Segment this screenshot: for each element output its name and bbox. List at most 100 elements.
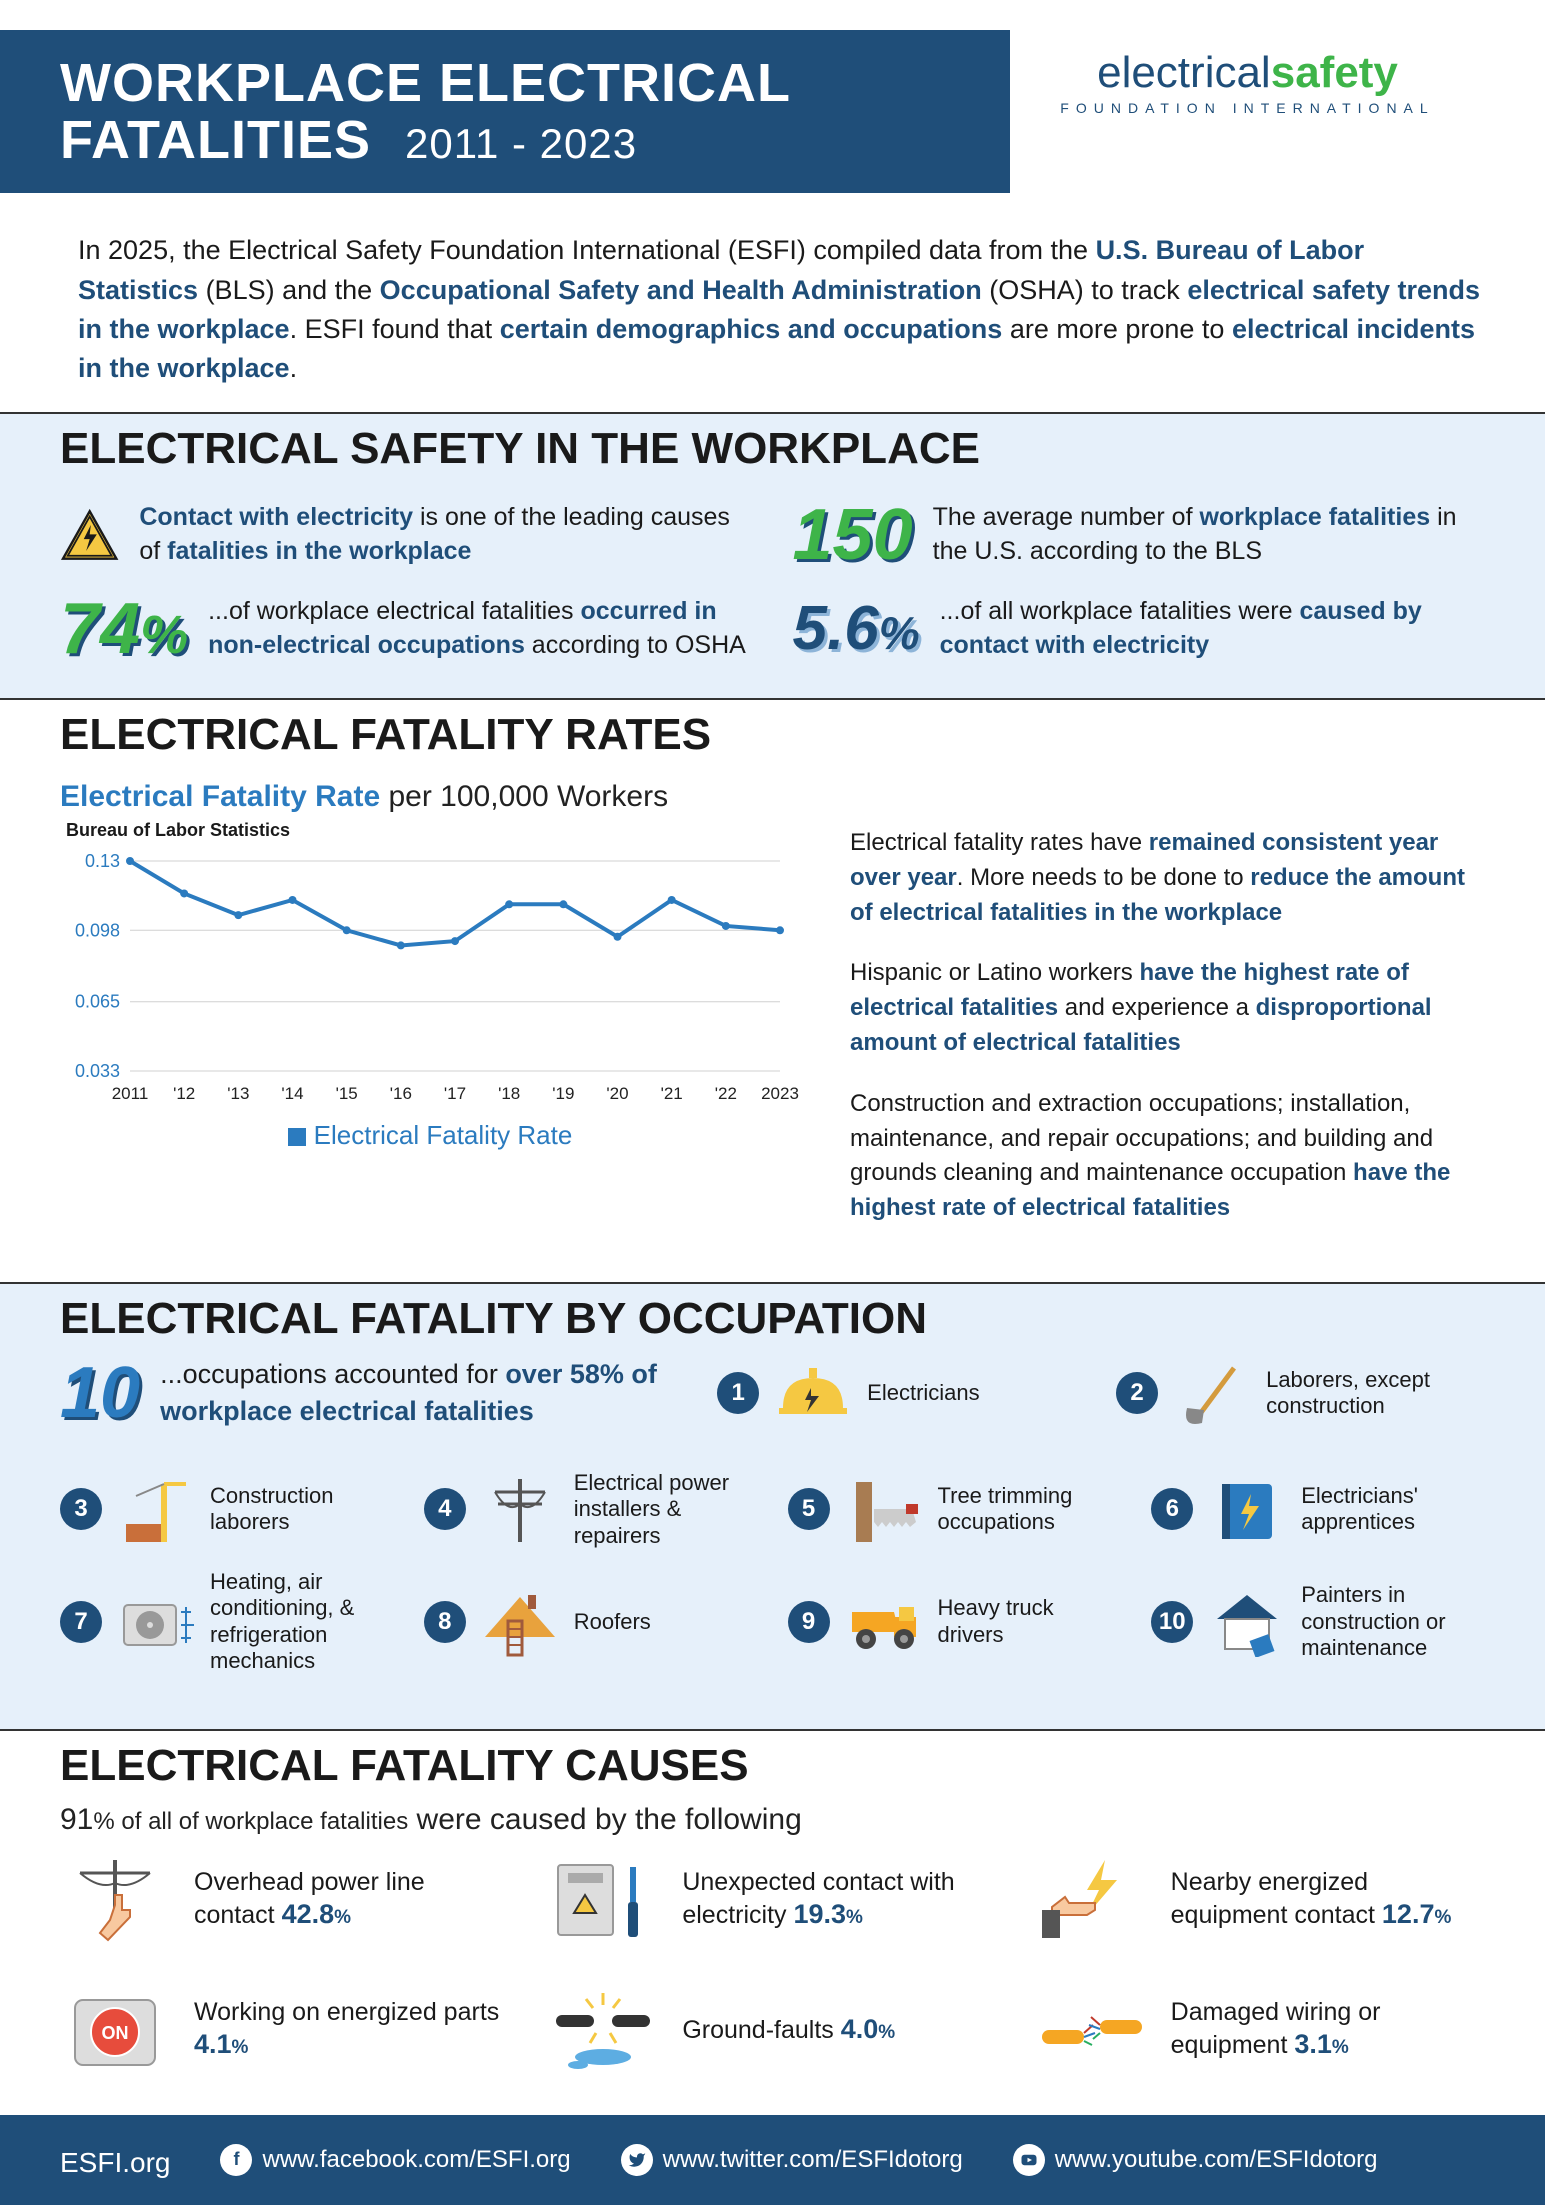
- svg-text:ON: ON: [102, 2023, 129, 2043]
- stat-74pct: 74% ...of workplace electrical fatalitie…: [60, 588, 753, 670]
- title-line-1: WORKPLACE ELECTRICAL: [60, 53, 791, 113]
- footer-youtube[interactable]: www.youtube.com/ESFIdotorg: [1013, 2144, 1378, 2176]
- crane-icon: [116, 1474, 196, 1544]
- footer: ESFI.org fwww.facebook.com/ESFI.org www.…: [0, 2115, 1545, 2205]
- causes-grid: Overhead power line contact 42.8% Unexpe…: [0, 1855, 1545, 2115]
- header: WORKPLACE ELECTRICAL FATALITIES 2011 - 2…: [0, 0, 1545, 213]
- fatality-rate-chart: 0.0330.0650.0980.132011'12'13'14'15'16'1…: [60, 851, 800, 1111]
- occupation-item: 7 Heating, air conditioning, & refrigera…: [60, 1569, 394, 1675]
- rates-heading: ELECTRICAL FATALITY RATES: [0, 698, 1545, 768]
- occupation-label: Tree trimming occupations: [938, 1483, 1122, 1536]
- hvac-icon: [116, 1587, 196, 1657]
- occupation-label: Electricians: [867, 1380, 979, 1406]
- logo-word-2: safety: [1271, 48, 1398, 97]
- occupation-badge: 2: [1116, 1372, 1158, 1414]
- svg-text:2023: 2023: [761, 1084, 799, 1103]
- occupation-badge: 4: [424, 1488, 466, 1530]
- cause-item: Overhead power line contact 42.8%: [60, 1855, 508, 1945]
- title-years: 2011 - 2023: [405, 120, 637, 167]
- title-line-2: FATALITIES: [60, 110, 371, 170]
- occupation-badge: 8: [424, 1601, 466, 1643]
- occupation-item: 5 Tree trimming occupations: [788, 1470, 1122, 1549]
- chart-subtitle: Electrical Fatality Rate per 100,000 Wor…: [60, 780, 800, 814]
- title-bar: WORKPLACE ELECTRICAL FATALITIES 2011 - 2…: [0, 30, 1010, 193]
- rates-text: Electrical fatality rates have remained …: [850, 780, 1485, 1252]
- svg-text:2011: 2011: [112, 1084, 149, 1103]
- svg-text:'19: '19: [552, 1084, 574, 1103]
- occupation-item: 10 Painters in construction or maintenan…: [1151, 1569, 1485, 1675]
- chart-legend: Electrical Fatality Rate: [60, 1120, 800, 1151]
- youtube-icon: [1013, 2144, 1045, 2176]
- svg-text:'22: '22: [715, 1084, 737, 1103]
- powerline-hand-icon: [60, 1855, 170, 1945]
- chart-source: Bureau of Labor Statistics: [66, 820, 800, 841]
- logo-word-1: electrical: [1097, 48, 1271, 97]
- cause-item: ON Working on energized parts 4.1%: [60, 1985, 508, 2075]
- on-button-icon: ON: [60, 1985, 170, 2075]
- svg-text:'15: '15: [336, 1084, 358, 1103]
- stat-74-value: 74%: [60, 588, 188, 670]
- occupation-label: Construction laborers: [210, 1483, 394, 1536]
- occupation-label: Painters in construction or maintenance: [1301, 1582, 1485, 1661]
- stat-150-value: 150: [793, 494, 913, 576]
- occupations-ten: 10: [60, 1352, 140, 1434]
- svg-text:'20: '20: [606, 1084, 628, 1103]
- footer-twitter[interactable]: www.twitter.com/ESFIdotorg: [621, 2144, 963, 2176]
- svg-text:'13: '13: [227, 1084, 249, 1103]
- occupation-badge: 7: [60, 1601, 102, 1643]
- occupation-badge: 9: [788, 1601, 830, 1643]
- esfi-logo: electricalsafety FOUNDATION INTERNATIONA…: [1010, 30, 1485, 116]
- roof-icon: [480, 1587, 560, 1657]
- occupation-item: 4 Electrical power installers & repairer…: [424, 1470, 758, 1549]
- occupation-item: 8 Roofers: [424, 1569, 758, 1675]
- svg-text:0.098: 0.098: [75, 920, 120, 940]
- occupation-badge: 1: [717, 1372, 759, 1414]
- occupation-label: Electricians' apprentices: [1301, 1483, 1485, 1536]
- occupation-badge: 5: [788, 1488, 830, 1530]
- occupation-badge: 6: [1151, 1488, 1193, 1530]
- occupation-label: Laborers, except construction: [1266, 1367, 1485, 1420]
- dumptruck-icon: [844, 1587, 924, 1657]
- svg-text:0.033: 0.033: [75, 1061, 120, 1081]
- occupation-item: 2 Laborers, except construction: [1116, 1352, 1485, 1434]
- svg-text:'17: '17: [444, 1084, 466, 1103]
- occupation-item: 3 Construction laborers: [60, 1470, 394, 1549]
- cause-item: Ground-faults 4.0%: [548, 1985, 996, 2075]
- occupation-badge: 10: [1151, 1601, 1193, 1643]
- occupation-label: Heating, air conditioning, & refrigerati…: [210, 1569, 394, 1675]
- saw-icon: [844, 1474, 924, 1544]
- footer-facebook[interactable]: fwww.facebook.com/ESFI.org: [220, 2144, 570, 2176]
- groundfault-icon: [548, 1985, 658, 2075]
- safety-heading: ELECTRICAL SAFETY IN THE WORKPLACE: [0, 412, 1545, 482]
- damaged-wire-icon: [1037, 1985, 1147, 2075]
- occupation-item: 9 Heavy truck drivers: [788, 1569, 1122, 1675]
- intro-paragraph: In 2025, the Electrical Safety Foundatio…: [0, 213, 1545, 412]
- svg-text:'16: '16: [390, 1084, 412, 1103]
- occupation-badge: 3: [60, 1488, 102, 1530]
- main-title: WORKPLACE ELECTRICAL FATALITIES 2011 - 2…: [60, 55, 970, 168]
- powerpole-icon: [480, 1474, 560, 1544]
- occupation-item: 1 Electricians: [717, 1352, 1086, 1434]
- svg-text:0.065: 0.065: [75, 992, 120, 1012]
- occupations-heading: ELECTRICAL FATALITY BY OCCUPATION: [0, 1282, 1545, 1352]
- occupation-item: 6 Electricians' apprentices: [1151, 1470, 1485, 1549]
- facebook-icon: f: [220, 2144, 252, 2176]
- causes-heading: ELECTRICAL FATALITY CAUSES: [0, 1729, 1545, 1799]
- occupations-section: ELECTRICAL FATALITY BY OCCUPATION 10 ...…: [0, 1282, 1545, 1729]
- footer-org: ESFI.org: [60, 2139, 170, 2181]
- rates-section: Electrical Fatality Rate per 100,000 Wor…: [0, 768, 1545, 1282]
- svg-text:'21: '21: [661, 1084, 683, 1103]
- house-paint-icon: [1207, 1587, 1287, 1657]
- stat-5-6pct: 5.6% ...of all workplace fatalities were…: [793, 588, 1486, 670]
- svg-text:'18: '18: [498, 1084, 520, 1103]
- occupations-intro: 10 ...occupations accounted for over 58%…: [60, 1352, 687, 1434]
- occupation-label: Heavy truck drivers: [938, 1595, 1122, 1648]
- hand-bolt-icon: [1037, 1855, 1147, 1945]
- svg-text:'12: '12: [173, 1084, 195, 1103]
- book-bolt-icon: [1207, 1474, 1287, 1544]
- causes-subtitle: 91% of all of workplace fatalities were …: [0, 1799, 1545, 1855]
- stat-150: 150 The average number of workplace fata…: [793, 494, 1486, 576]
- occupation-label: Roofers: [574, 1609, 651, 1635]
- safety-section: ELECTRICAL SAFETY IN THE WORKPLACE Conta…: [0, 412, 1545, 698]
- cause-item: Damaged wiring or equipment 3.1%: [1037, 1985, 1485, 2075]
